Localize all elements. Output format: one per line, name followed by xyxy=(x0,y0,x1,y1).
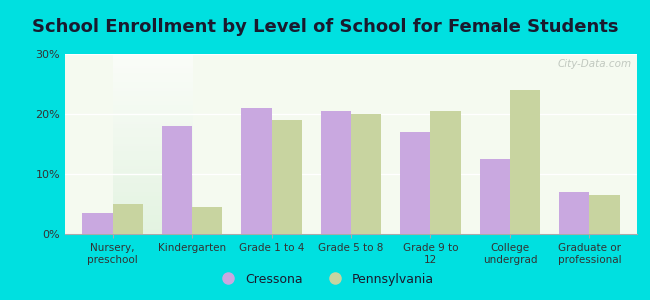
Bar xyxy=(400,132,430,234)
Bar xyxy=(480,159,510,234)
Bar xyxy=(510,90,540,234)
Bar xyxy=(430,111,461,234)
Bar xyxy=(112,204,143,234)
Text: City-Data.com: City-Data.com xyxy=(557,59,631,69)
Bar xyxy=(351,114,381,234)
Bar xyxy=(559,192,590,234)
Bar xyxy=(192,207,222,234)
Bar xyxy=(241,108,272,234)
Bar xyxy=(590,195,619,234)
Bar xyxy=(162,126,192,234)
Bar xyxy=(83,213,112,234)
Bar xyxy=(321,111,351,234)
Legend: Cressona, Pennsylvania: Cressona, Pennsylvania xyxy=(211,268,439,291)
Text: School Enrollment by Level of School for Female Students: School Enrollment by Level of School for… xyxy=(32,18,618,36)
Bar xyxy=(272,120,302,234)
